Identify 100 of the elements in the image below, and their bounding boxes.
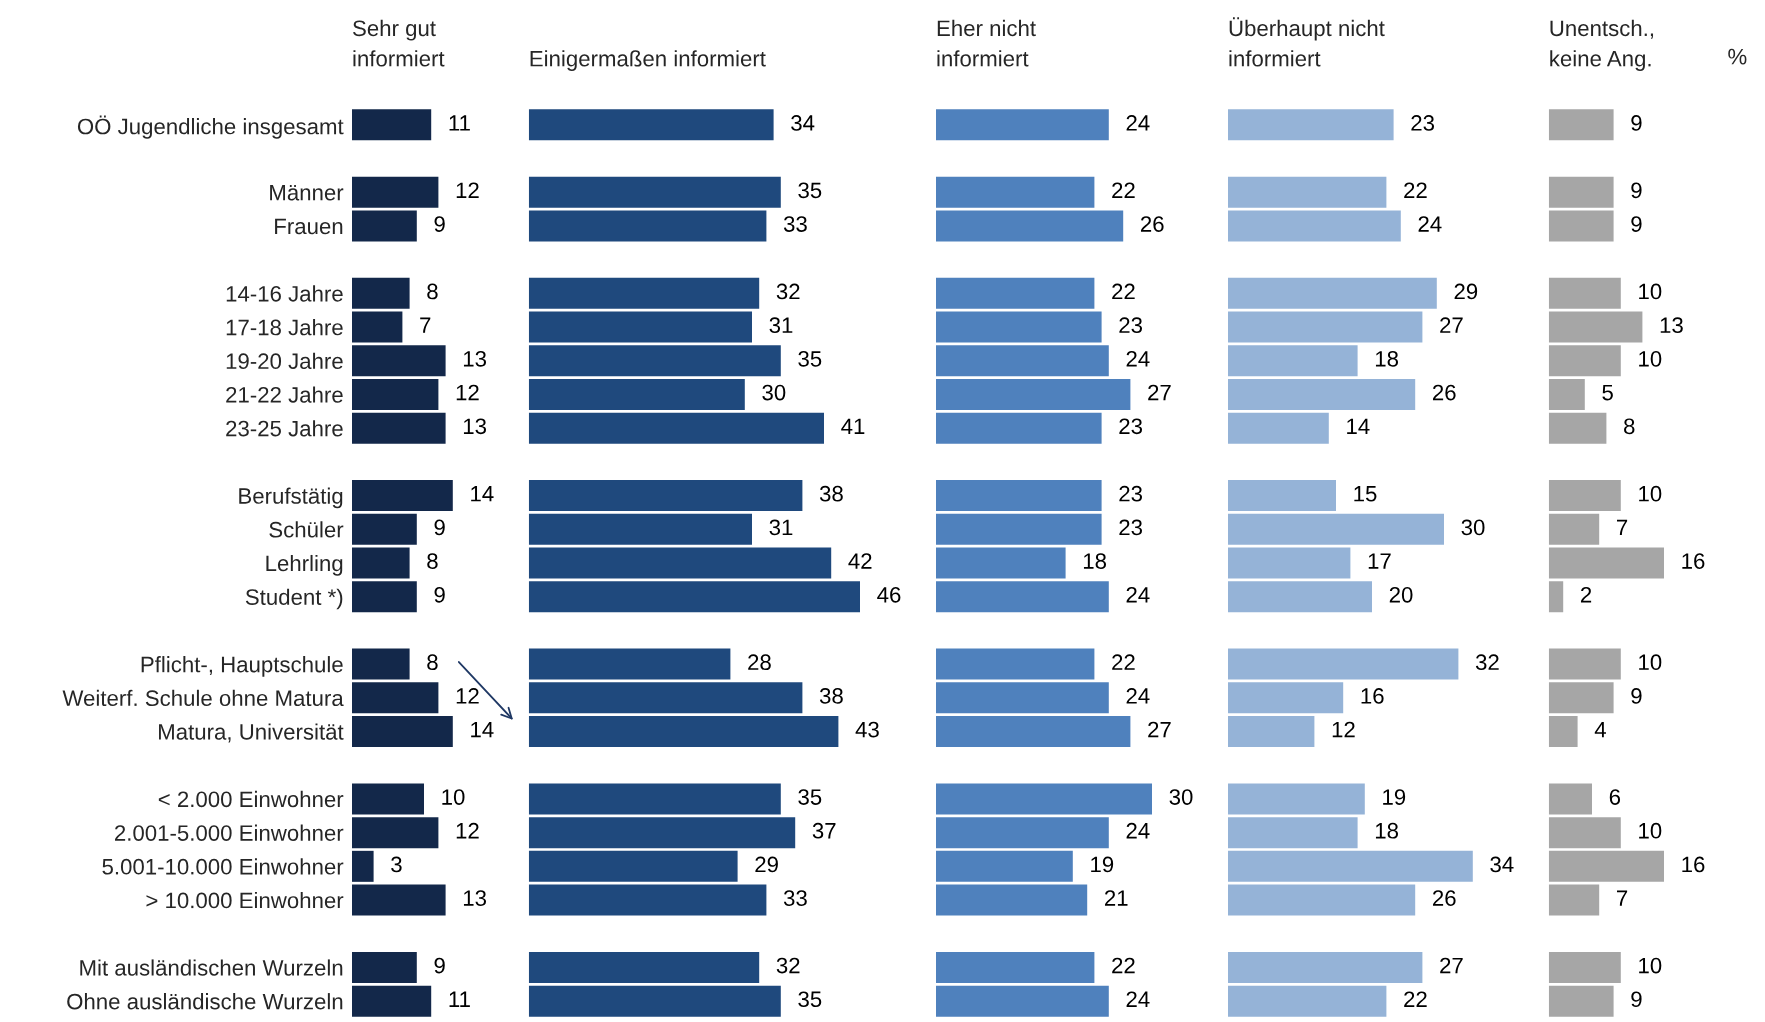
bar	[936, 513, 1102, 545]
data-label: 8	[427, 654, 438, 671]
bar	[1548, 682, 1614, 714]
bar	[936, 716, 1131, 748]
bar	[936, 951, 1095, 983]
bar	[1228, 547, 1351, 579]
y-tick-label: 17-18 Jahre	[226, 319, 343, 336]
data-label: 9	[1631, 991, 1642, 1008]
data-label: 9	[434, 957, 445, 974]
data-label: 24	[1126, 822, 1150, 839]
bar	[352, 176, 439, 208]
data-label: 24	[1126, 688, 1150, 704]
data-label: 13	[463, 890, 487, 906]
bar	[1548, 412, 1607, 444]
data-label: 5	[1602, 384, 1613, 401]
bar	[936, 480, 1102, 512]
data-label: 24	[1126, 991, 1150, 1007]
bar	[1228, 109, 1394, 141]
bar	[528, 716, 839, 748]
data-label: 27	[1148, 384, 1171, 401]
data-label: 31	[769, 519, 793, 536]
data-label: 10	[1639, 822, 1662, 839]
data-label: 18	[1375, 351, 1399, 367]
bar	[352, 581, 417, 613]
bar	[1548, 648, 1621, 680]
bar	[352, 480, 453, 512]
y-tick-label: Frauen	[275, 218, 343, 235]
bar	[1228, 648, 1459, 680]
chart-title: Unentsch., keine Ang.	[1550, 19, 1654, 71]
data-label: 19	[1383, 789, 1406, 805]
data-label: 16	[1682, 553, 1705, 569]
bar	[936, 277, 1095, 309]
data-label: 9	[434, 586, 445, 603]
text: %	[1728, 48, 1747, 65]
data-label: 33	[783, 216, 807, 232]
bar	[1548, 716, 1578, 748]
data-label: 28	[748, 654, 771, 671]
bar	[1228, 210, 1401, 242]
data-label: 42	[848, 553, 872, 569]
bar	[1228, 513, 1444, 545]
bar	[352, 513, 417, 545]
data-label: 9	[1631, 115, 1642, 131]
y-tick-label: Mit ausländischen Wurzeln	[80, 959, 343, 976]
bar	[1228, 985, 1387, 1017]
bar	[936, 378, 1131, 410]
bar	[936, 850, 1073, 882]
y-tick-label: OÖ Jugendliche insgesamt	[77, 115, 344, 139]
bar	[352, 817, 439, 849]
data-label: 21	[1104, 890, 1128, 906]
bar	[1228, 412, 1329, 444]
y-tick-label: 14-16 Jahre	[226, 285, 343, 302]
data-label: 26	[1432, 890, 1456, 906]
bar	[1228, 581, 1372, 613]
data-label: 23	[1119, 485, 1143, 502]
data-label: 9	[1631, 216, 1642, 232]
data-label: 41	[841, 418, 865, 434]
y-tick-label: Weiterf. Schule ohne Matura	[62, 689, 344, 707]
y-tick-label: Lehrling	[266, 554, 343, 576]
bar	[1548, 109, 1614, 141]
bar	[1548, 311, 1643, 343]
data-label: 38	[819, 688, 843, 704]
data-label: 10	[1639, 283, 1662, 300]
y-tick-label: 19-20 Jahre	[226, 352, 343, 370]
bar	[1228, 682, 1344, 714]
bar	[936, 109, 1109, 141]
data-label: 38	[819, 485, 843, 502]
y-tick-label: Berufstätig	[239, 487, 343, 509]
data-label: 10	[1639, 957, 1662, 974]
data-label: 16	[1361, 688, 1384, 704]
data-label: 14	[471, 721, 494, 738]
data-label: 9	[434, 519, 445, 536]
y-tick-label: Pflicht-, Hauptschule	[141, 656, 343, 677]
bar	[936, 210, 1124, 242]
chart-title: Sehr gut informiert	[353, 19, 445, 67]
data-label: 30	[762, 384, 786, 401]
bar	[1228, 850, 1473, 882]
data-label: 46	[877, 586, 901, 603]
bar	[528, 345, 781, 377]
data-label: 23	[1411, 115, 1435, 131]
bar	[1228, 345, 1358, 377]
bar	[1228, 783, 1365, 815]
data-label: 43	[855, 721, 879, 738]
bar	[352, 547, 410, 579]
data-label: 10	[442, 789, 465, 805]
bar	[528, 985, 781, 1017]
bar	[528, 884, 767, 916]
data-label: 9	[1631, 182, 1642, 199]
data-label: 14	[1347, 418, 1370, 434]
y-tick-label: Männer	[270, 185, 344, 201]
bar	[352, 682, 439, 714]
data-label: 19	[1091, 856, 1114, 873]
data-label: 24	[1126, 586, 1150, 603]
data-label: 8	[427, 553, 438, 569]
bar	[936, 985, 1109, 1017]
bar	[1548, 345, 1621, 377]
bar	[1548, 884, 1600, 916]
data-label: 33	[783, 890, 807, 906]
bar	[936, 176, 1095, 208]
data-label: 32	[776, 957, 800, 974]
bar	[528, 277, 760, 309]
